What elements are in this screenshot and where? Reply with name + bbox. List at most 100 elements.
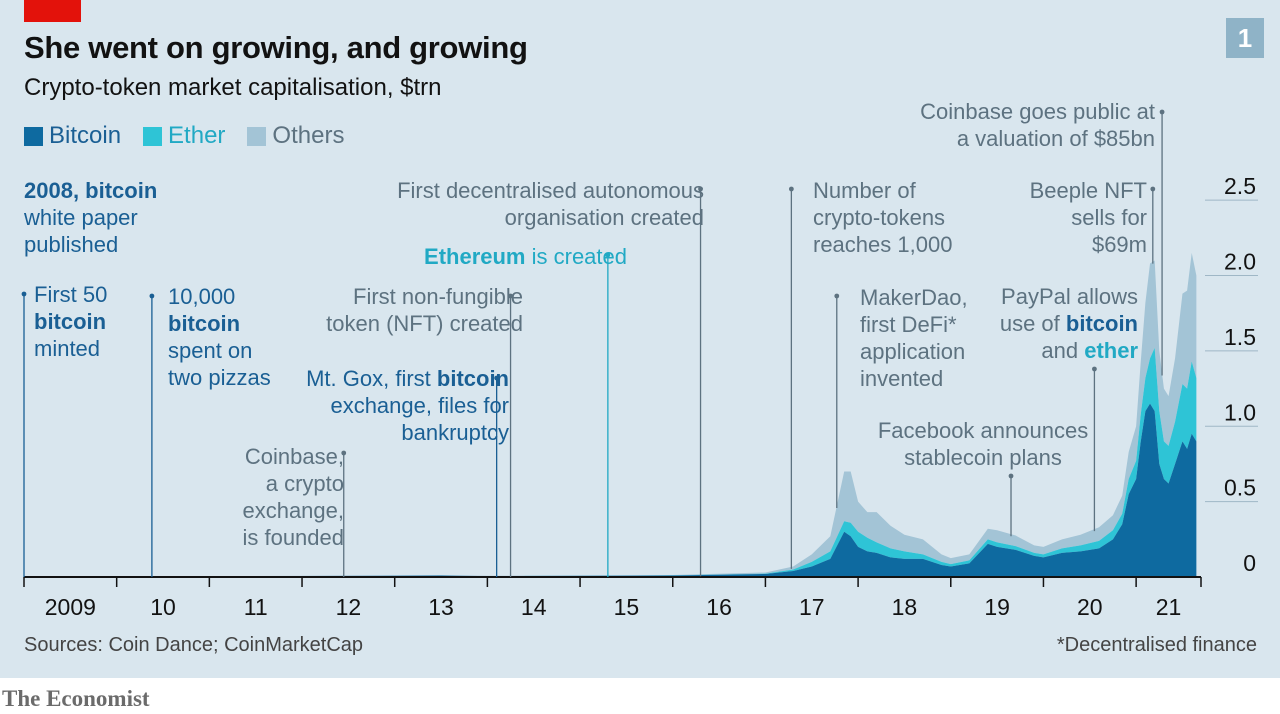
y-tick-label: 2.0	[1224, 249, 1256, 275]
annotation-text-span: exchange,	[242, 498, 344, 523]
annotation-text-span: MakerDao,	[860, 285, 968, 310]
annotation-text: first DeFi*	[860, 312, 957, 337]
annotation-text: white paper	[23, 205, 138, 230]
x-tick-label: 17	[799, 594, 825, 620]
annotation-text: MakerDao,	[860, 285, 968, 310]
annotation-text: and ether	[1041, 338, 1138, 363]
annotation-text: Beeple NFT	[1030, 178, 1147, 203]
economist-logo: The Economist	[2, 686, 150, 711]
annotation-text-span: PayPal allows	[1001, 284, 1138, 309]
annotation-text-span: application	[860, 339, 965, 364]
legend-swatch-ether	[143, 126, 163, 146]
annotation-dot	[149, 293, 155, 299]
chart-svg: 0 0.5 1.0 1.5 2.0 2.5 2009 10 11 12 13 14 15 16 17 18 19…	[21, 99, 1258, 620]
footnote: *Decentralised finance	[1056, 634, 1257, 656]
legend-swatch-others	[247, 126, 267, 146]
annotation-text: a crypto	[266, 471, 344, 496]
x-tick-label: 2009	[45, 594, 96, 620]
annotation-text-span: organisation created	[505, 205, 704, 230]
annotation-text-span: Coinbase goes public at	[920, 99, 1155, 124]
y-tick-label: 0.5	[1224, 475, 1256, 501]
annotation-text-span: use of	[1000, 311, 1066, 336]
annotation-text-span: published	[24, 232, 118, 257]
annotation-text: Coinbase,	[245, 444, 344, 469]
legend-label-bitcoin: Bitcoin	[49, 122, 122, 149]
chart-title: She went on growing, and growing	[24, 30, 528, 65]
chart-subtitle: Crypto-token market capitalisation, $trn	[24, 74, 442, 101]
x-tick-label: 20	[1077, 594, 1103, 620]
annotation-text: bitcoin	[34, 309, 106, 334]
annotation-text-span: a crypto	[266, 471, 344, 496]
annotation-text: crypto-tokens	[813, 205, 945, 230]
x-tick-label: 11	[244, 594, 268, 620]
annotation-text-span: Facebook announces	[878, 418, 1088, 443]
annotation-text-span: bitcoin	[168, 311, 240, 336]
annotation-text: invented	[860, 366, 943, 391]
annotation-text: exchange,	[242, 498, 344, 523]
y-tick-label: 0	[1243, 550, 1256, 576]
annotation-text-span: bitcoin	[85, 178, 157, 203]
annotation-text: 10,000	[168, 284, 235, 309]
annotation-text-span: First 50	[34, 282, 107, 307]
annotation-text-span: 2008,	[24, 178, 85, 203]
annotation-text-span: and	[1041, 338, 1084, 363]
annotation-text: Ethereum is created	[424, 244, 627, 269]
annotation-text: a valuation of $85bn	[957, 126, 1155, 151]
annotation-text: stablecoin plans	[904, 445, 1062, 470]
annotation-text-span: Mt. Gox, first	[306, 366, 437, 391]
annotation-text-span: exchange, files for	[330, 393, 509, 418]
annotation-text: organisation created	[505, 205, 704, 230]
annotation-text: is founded	[242, 525, 344, 550]
x-tick-label: 15	[614, 594, 640, 620]
annotation-text: minted	[34, 336, 100, 361]
annotation-text: First non-fungible	[353, 284, 523, 309]
annotation-dot	[1159, 109, 1165, 115]
annotation-dot	[341, 450, 347, 456]
source-note: Sources: Coin Dance; CoinMarketCap	[24, 634, 364, 656]
annotation-text: published	[24, 232, 118, 257]
annotation-text: First decentralised autonomous	[397, 178, 704, 203]
annotation-text: token (NFT) created	[326, 311, 523, 336]
annotation-dot	[605, 252, 611, 258]
annotation-text: reaches 1,000	[813, 232, 952, 257]
annotation-dot	[1150, 186, 1156, 192]
annotation-dot	[834, 293, 840, 299]
annotation-text-span: Coinbase,	[245, 444, 344, 469]
legend-item-others: Others	[247, 122, 344, 150]
annotation-text-span: Ethereum	[424, 244, 525, 269]
annotation-text-span: token (NFT) created	[326, 311, 523, 336]
legend-label-others: Others	[272, 122, 345, 149]
annotation-text: Coinbase goes public at	[920, 99, 1155, 124]
legend: Bitcoin Ether Others	[24, 122, 344, 150]
annotation-text: bankruptcy	[401, 420, 509, 445]
annotation-text-span: ether	[1084, 338, 1138, 363]
annotation-dot	[21, 291, 27, 297]
annotation-text: Facebook announces	[878, 418, 1088, 443]
chart-number-badge: 1	[1226, 18, 1264, 58]
annotation-text-span: First decentralised autonomous	[397, 178, 704, 203]
x-tick-label: 21	[1156, 594, 1182, 620]
annotation-text: Number of	[813, 178, 917, 203]
y-tick-label: 2.5	[1224, 173, 1256, 199]
annotation-text: spent on	[168, 338, 252, 363]
annotation-text: bitcoin	[168, 311, 240, 336]
annotation-text-span: 10,000	[168, 284, 235, 309]
annotation-text: $69m	[1092, 232, 1147, 257]
annotation-text-span: $69m	[1092, 232, 1147, 257]
annotation-text-span: reaches 1,000	[813, 232, 952, 257]
annotation-text-span: bitcoin	[1066, 311, 1138, 336]
annotation-text: use of bitcoin	[1000, 311, 1138, 336]
annotation-text: PayPal allows	[1001, 284, 1138, 309]
annotation-text-span: First non-fungible	[353, 284, 523, 309]
annotation-text-span: is created	[526, 244, 628, 269]
annotation-text-span: invented	[860, 366, 943, 391]
annotation-text-span: crypto-tokens	[813, 205, 945, 230]
annotation-text: First 50	[34, 282, 107, 307]
y-tick-label: 1.5	[1224, 324, 1256, 350]
x-tick-label: 19	[984, 594, 1010, 620]
area-bitcoin	[24, 403, 1197, 577]
annotation-text: application	[860, 339, 965, 364]
legend-item-bitcoin: Bitcoin	[24, 122, 121, 150]
annotation-text-span: minted	[34, 336, 100, 361]
x-tick-label: 16	[706, 594, 732, 620]
